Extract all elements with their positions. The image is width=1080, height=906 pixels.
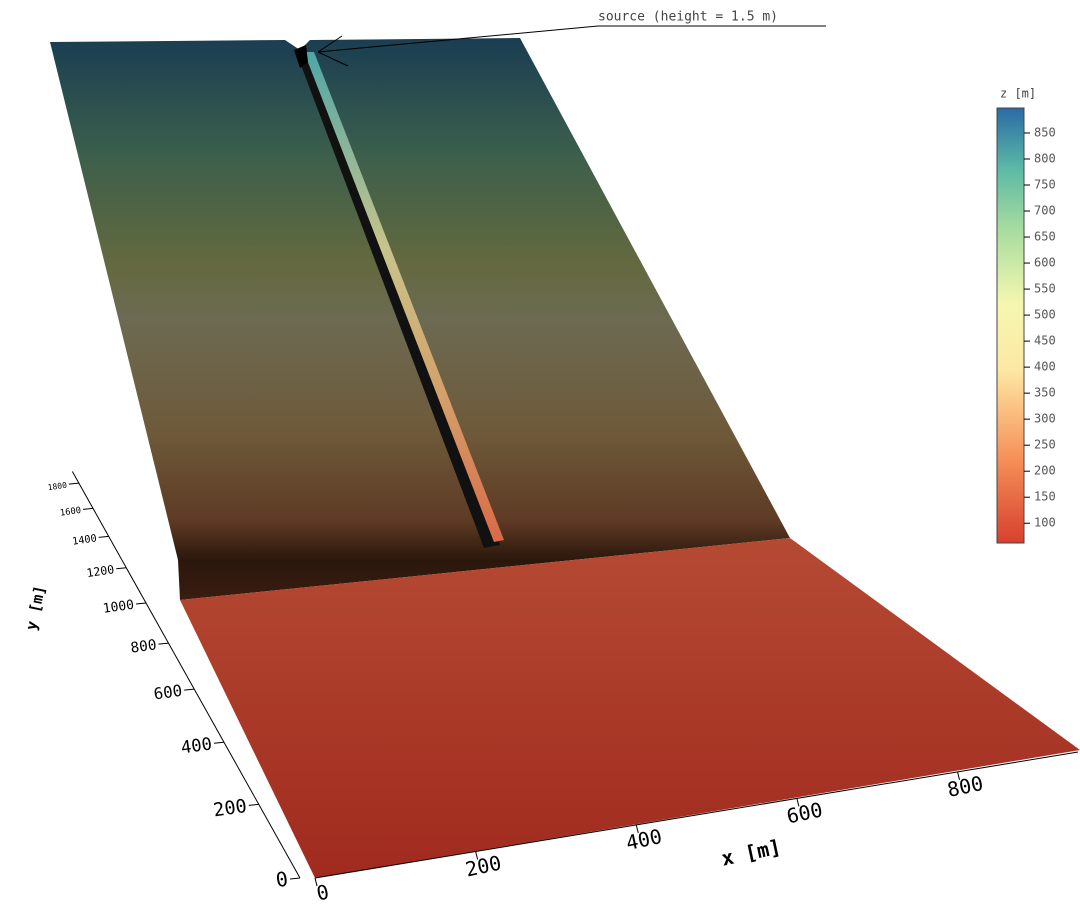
- y-tick: [136, 603, 146, 604]
- colorbar-tick-label: 350: [1034, 386, 1056, 400]
- y-tick: [184, 689, 194, 690]
- slope-surface: [50, 38, 790, 600]
- colorbar-tick-label: 800: [1034, 151, 1056, 165]
- y-tick: [83, 508, 93, 509]
- y-tick: [158, 643, 168, 644]
- colorbar-tick-label: 550: [1034, 282, 1056, 296]
- y-tick: [99, 536, 109, 537]
- colorbar-tick-label: 100: [1034, 516, 1056, 530]
- colorbar-tick-label: 450: [1034, 334, 1056, 348]
- y-tick: [249, 804, 259, 805]
- chart: source (height = 1.5 m) z [m] x [m] y [m…: [0, 0, 1080, 902]
- y-tick-label: 200: [212, 796, 248, 821]
- y-tick: [290, 878, 300, 879]
- x-tick-label: 200: [463, 851, 503, 882]
- y-tick-label: 1400: [72, 533, 98, 547]
- y-tick-label: 1000: [102, 598, 135, 617]
- x-axis-label: x [m]: [719, 835, 783, 871]
- y-axis-label: y [m]: [22, 584, 49, 632]
- y-tick-label: 1800: [47, 481, 68, 493]
- x-tick-label: 600: [784, 797, 824, 828]
- colorbar-tick-label: 200: [1034, 464, 1056, 478]
- colorbar-tick-label: 150: [1034, 490, 1056, 504]
- colorbar: [997, 108, 1024, 543]
- colorbar-tick-label: 850: [1034, 125, 1056, 139]
- flat-surface: [180, 538, 1080, 878]
- colorbar-tick-label: 300: [1034, 412, 1056, 426]
- y-tick: [69, 483, 79, 484]
- annotation-text: source (height = 1.5 m): [598, 10, 778, 25]
- colorbar-tick-label: 750: [1034, 178, 1056, 192]
- x-tick-label: 0: [314, 880, 331, 902]
- x-tick-label: 400: [624, 824, 664, 855]
- colorbar-tick-label: 400: [1034, 360, 1056, 374]
- colorbar-tick-label: 600: [1034, 256, 1056, 270]
- y-tick-label: 800: [130, 637, 158, 656]
- y-tick-label: 0: [274, 867, 289, 892]
- y-tick-label: 600: [152, 681, 183, 704]
- colorbar-tick-label: 500: [1034, 308, 1056, 322]
- colorbar-tick-label: 700: [1034, 204, 1056, 218]
- y-tick-label: 1600: [59, 506, 81, 519]
- y-tick-label: 400: [180, 734, 214, 758]
- x-tick-label: 800: [945, 771, 985, 802]
- y-tick: [214, 742, 224, 743]
- colorbar-tick-label: 650: [1034, 230, 1056, 244]
- y-tick-label: 1200: [86, 562, 116, 580]
- colorbar-label: z [m]: [1000, 87, 1036, 101]
- y-tick: [116, 568, 126, 569]
- colorbar-tick-label: 250: [1034, 438, 1056, 452]
